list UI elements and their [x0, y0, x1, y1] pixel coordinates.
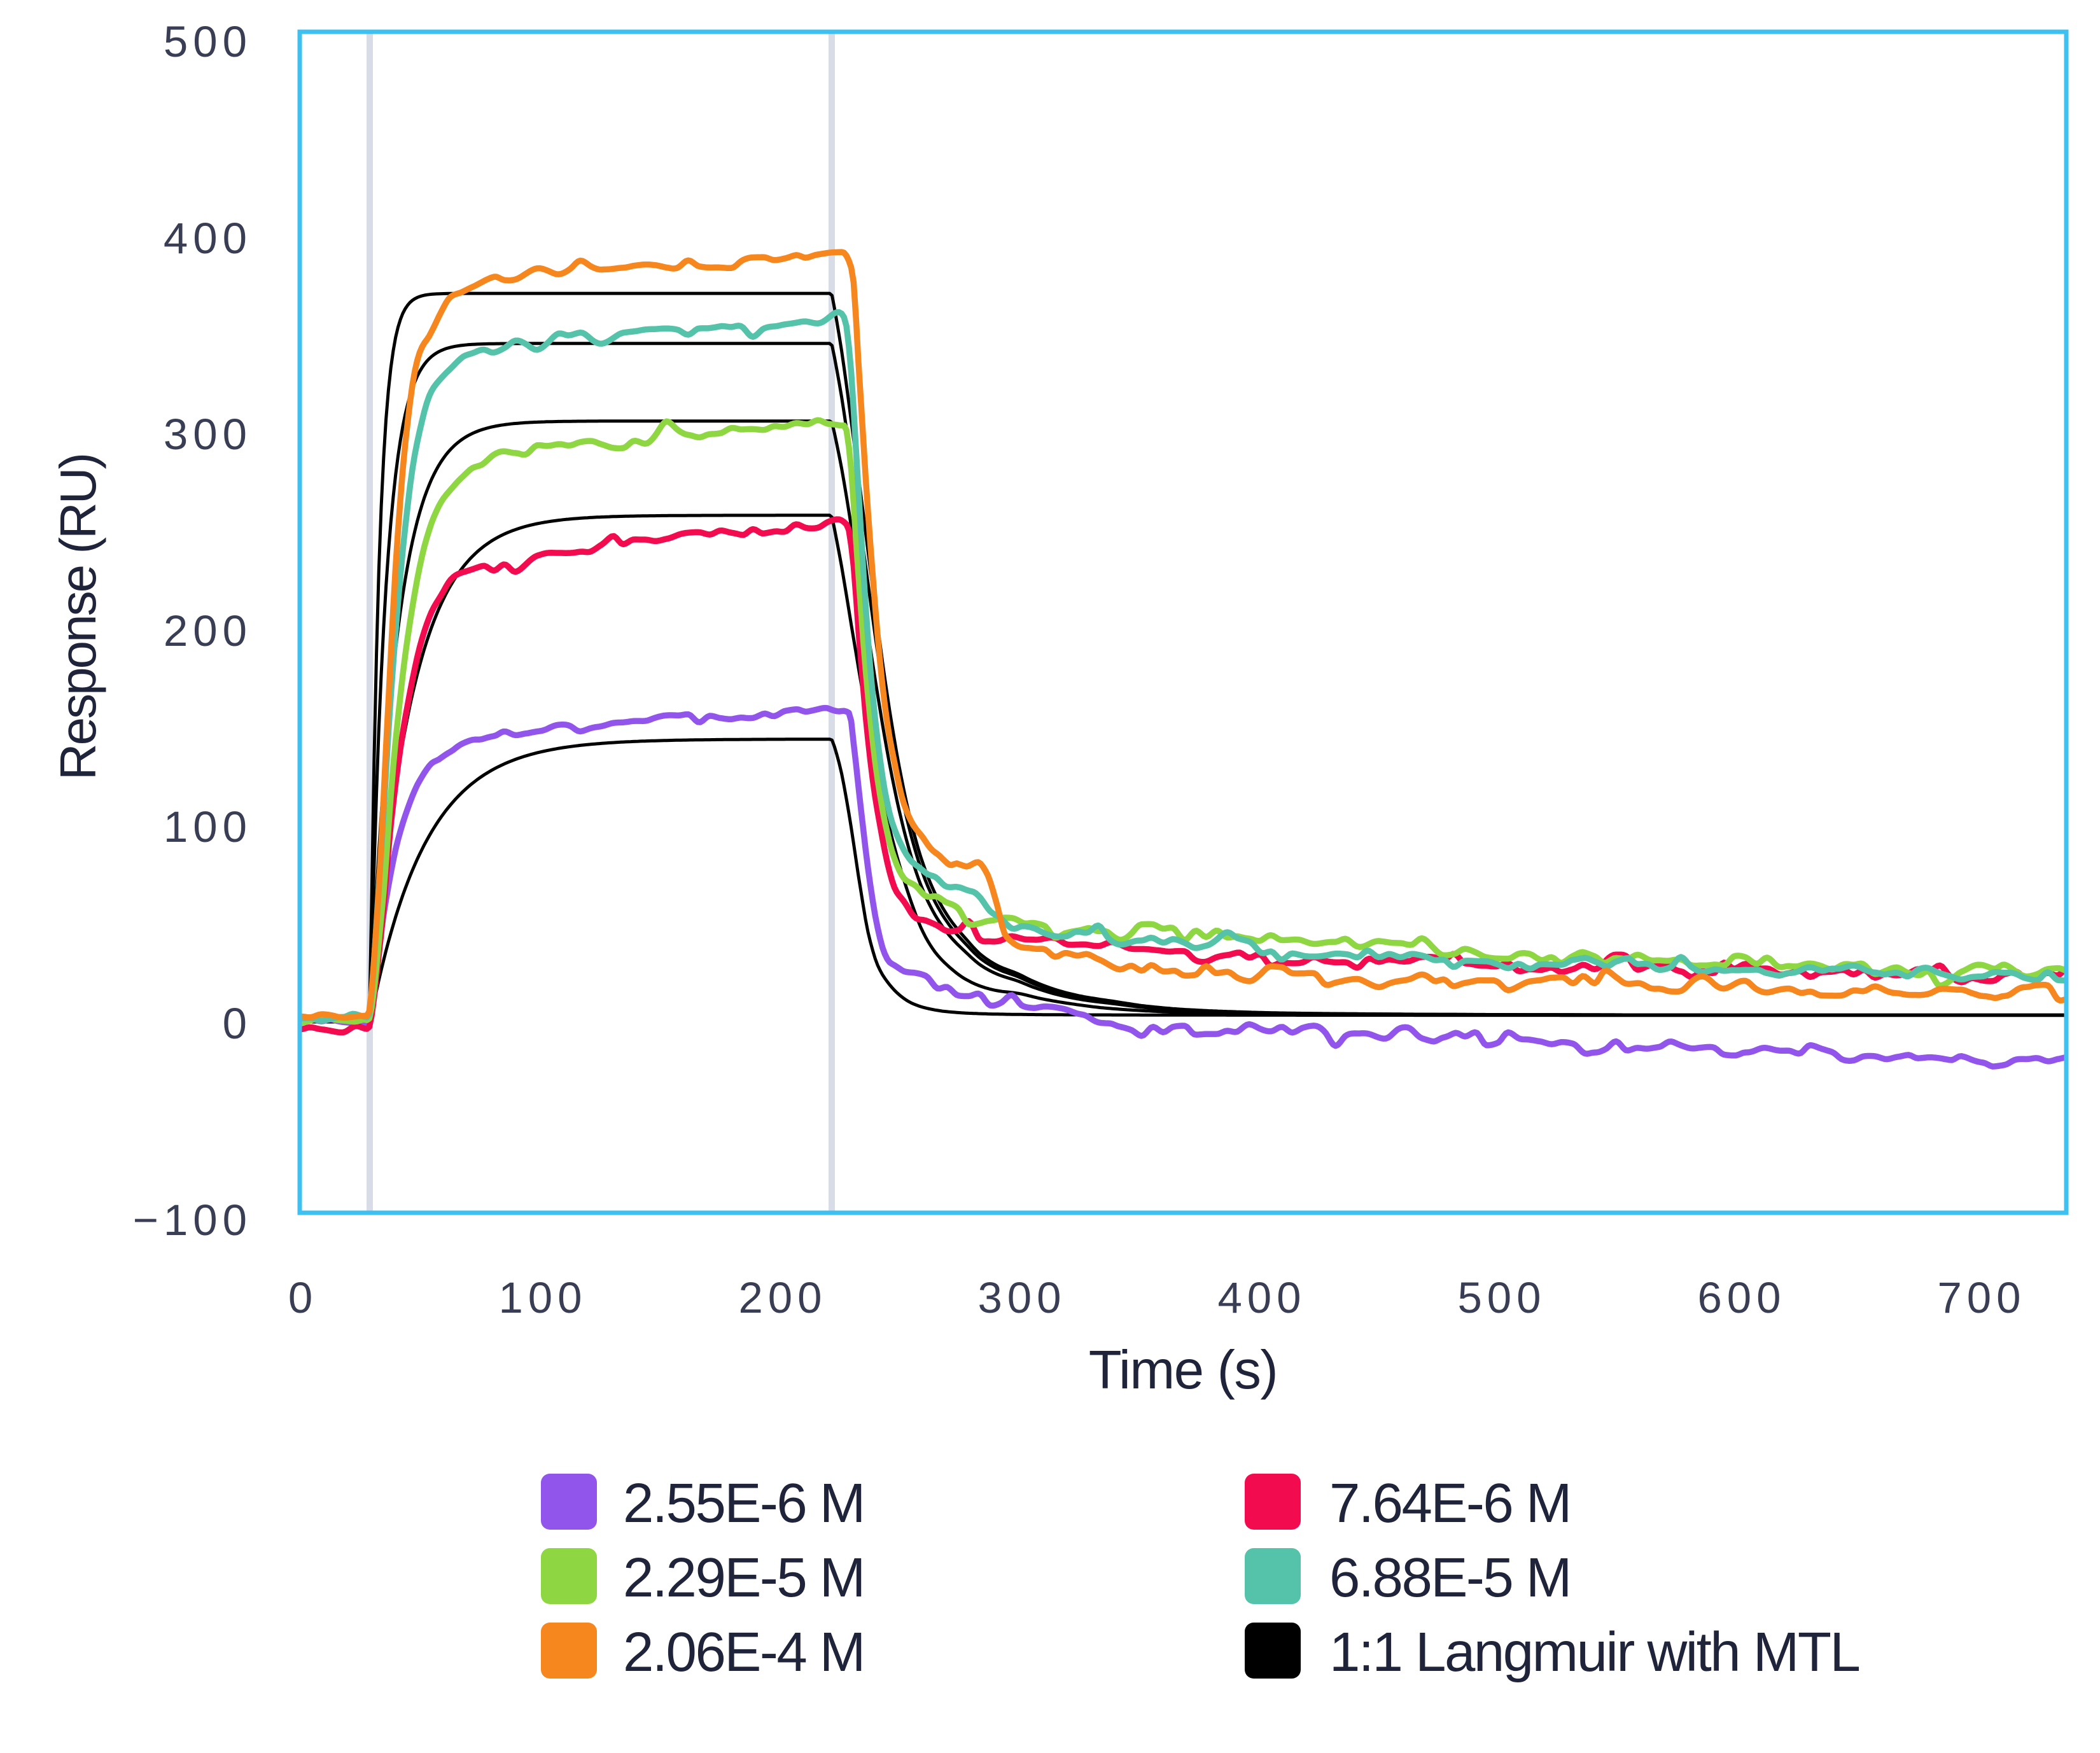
- svg-text:500: 500: [1457, 1273, 1546, 1322]
- svg-text:Response (RU): Response (RU): [50, 454, 106, 780]
- svg-text:6.88E-5 M: 6.88E-5 M: [1329, 1547, 1571, 1609]
- svg-text:700: 700: [1937, 1273, 2026, 1322]
- svg-text:0: 0: [288, 1273, 318, 1322]
- svg-text:300: 300: [977, 1273, 1066, 1322]
- svg-text:200: 200: [738, 1273, 827, 1322]
- svg-text:7.64E-6 M: 7.64E-6 M: [1329, 1472, 1571, 1534]
- svg-text:400: 400: [164, 214, 252, 263]
- svg-text:Time (s): Time (s): [1089, 1340, 1277, 1400]
- svg-text:400: 400: [1217, 1273, 1306, 1322]
- svg-text:−100: −100: [133, 1196, 252, 1245]
- svg-text:500: 500: [164, 17, 252, 66]
- svg-text:2.55E-6 M: 2.55E-6 M: [623, 1472, 864, 1534]
- svg-text:300: 300: [164, 410, 252, 459]
- svg-text:2.06E-4 M: 2.06E-4 M: [623, 1621, 864, 1683]
- svg-text:100: 100: [498, 1273, 587, 1322]
- svg-text:0: 0: [223, 999, 252, 1048]
- svg-text:1:1 Langmuir with MTL: 1:1 Langmuir with MTL: [1329, 1621, 1859, 1683]
- svg-text:600: 600: [1697, 1273, 1786, 1322]
- svg-text:100: 100: [164, 802, 252, 851]
- svg-text:2.29E-5 M: 2.29E-5 M: [623, 1547, 864, 1609]
- svg-text:200: 200: [164, 606, 252, 655]
